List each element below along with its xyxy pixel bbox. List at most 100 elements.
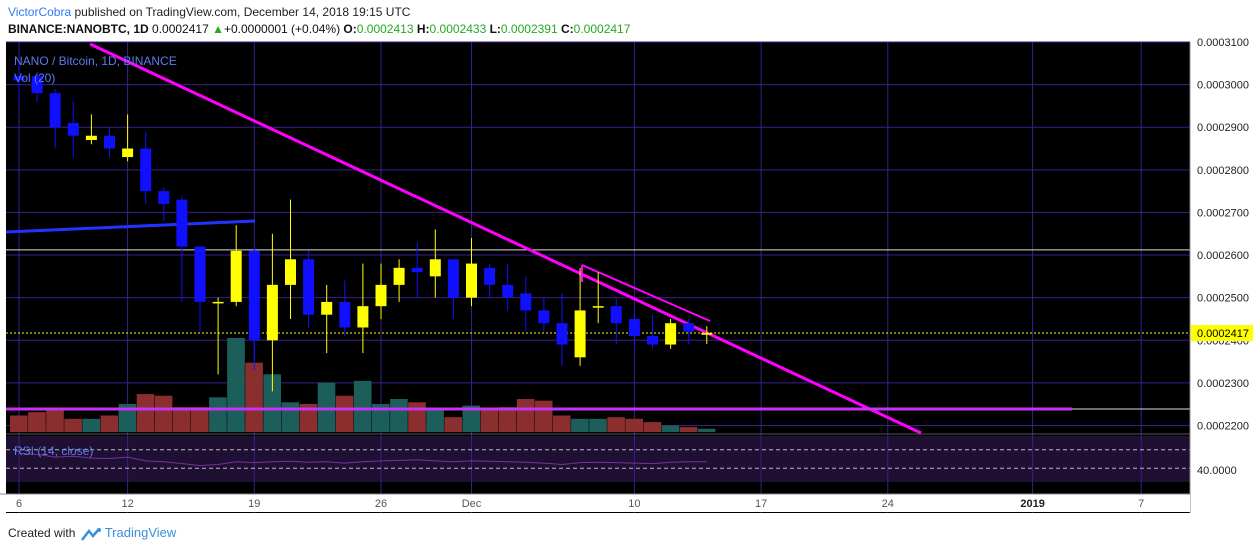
- price-tick-label: 0.0002500: [1197, 293, 1249, 305]
- candle-body: [447, 259, 459, 298]
- time-tick-label: 17: [755, 498, 767, 510]
- volume-bar: [480, 408, 499, 432]
- time-tick-label: 12: [121, 498, 133, 510]
- candle-body: [520, 293, 532, 311]
- candle-body: [357, 306, 369, 328]
- candle-body: [556, 323, 568, 345]
- time-tick-label: 26: [375, 498, 387, 510]
- symbol-info: BINANCE:NANOBTC, 1D 0.0002417 ▲+0.000000…: [8, 22, 630, 36]
- candle-body: [592, 306, 604, 308]
- legend-volume: Vol (20): [14, 71, 55, 85]
- candle-body: [321, 301, 333, 315]
- time-tick-label: 10: [628, 498, 640, 510]
- candle-body: [49, 93, 61, 128]
- volume-bar: [299, 403, 318, 432]
- candle-body: [140, 148, 152, 192]
- grid: [6, 41, 1190, 513]
- price-axis-bg: [1190, 42, 1260, 513]
- candle-body: [285, 259, 296, 285]
- volume-bar: [498, 407, 517, 432]
- current-price-tag: [1191, 325, 1253, 342]
- footer: Created with TradingView: [8, 525, 176, 541]
- price-tick-label: 0.0002700: [1197, 207, 1249, 219]
- volume-bar: [534, 400, 553, 432]
- rsi-pane: [6, 449, 1190, 469]
- candle-body: [538, 310, 550, 324]
- volume-bar: [64, 418, 82, 432]
- current-price-label: 0.0002417: [1197, 328, 1249, 340]
- open-value: 0.0002413: [356, 22, 414, 36]
- candle-body: [375, 284, 387, 307]
- volume-bar: [191, 407, 209, 432]
- candle-body: [248, 250, 260, 341]
- wedge-upper-line: [581, 264, 711, 322]
- time-axis-bg: [0, 494, 1190, 512]
- candle-body: [574, 310, 586, 358]
- time-tick-label: 7: [1138, 498, 1144, 510]
- close-value: 0.0002417: [573, 22, 631, 36]
- author-link[interactable]: VictorCobra: [8, 5, 72, 19]
- rsi-band: [6, 436, 1190, 482]
- candle-body: [665, 323, 677, 345]
- price-tick-label: 0.0003100: [1197, 37, 1249, 49]
- volume-bar: [462, 405, 481, 432]
- rsi-axis-label: 40.0000: [1197, 465, 1237, 477]
- volume-bar: [390, 399, 408, 432]
- volume-bar: [100, 415, 119, 432]
- volume-bar: [679, 427, 698, 432]
- price-tick-label: 0.0002300: [1197, 378, 1249, 390]
- volume-bar: [28, 412, 46, 432]
- price-tick-label: 0.0002200: [1197, 420, 1249, 432]
- candle-body: [502, 284, 514, 298]
- candle-body: [67, 122, 79, 136]
- main-downtrend-line: [89, 42, 922, 435]
- volume-bar: [335, 395, 354, 432]
- volume-bar: [245, 362, 263, 432]
- volume-bar: [553, 415, 571, 432]
- candle-body: [484, 267, 496, 285]
- candle-body: [230, 250, 242, 302]
- tradingview-logo-icon: [80, 527, 101, 541]
- symbol-name: BINANCE:NANOBTC, 1D: [8, 22, 149, 36]
- volume-bar: [227, 337, 245, 432]
- volume-bar: [136, 394, 155, 432]
- price-tick-label: 0.0002800: [1197, 165, 1249, 177]
- created-with-text: Created with: [8, 526, 76, 540]
- volume-bar: [516, 399, 535, 432]
- volume-bar: [444, 417, 462, 432]
- candle-body: [122, 148, 134, 158]
- price-tick-label: 0.0002900: [1197, 122, 1249, 134]
- legend-rsi: RSI (14, close): [14, 444, 93, 458]
- volume-bar: [154, 395, 173, 432]
- price-axis: 0.00022000.00023000.00024000.00025000.00…: [1189, 37, 1260, 513]
- candle-body: [647, 336, 658, 345]
- candle-body: [628, 318, 640, 336]
- candle-body: [339, 301, 351, 328]
- volume-bar: [426, 408, 444, 432]
- volume-bar: [372, 403, 390, 432]
- candle-body: [176, 199, 188, 247]
- volume-bar: [317, 382, 336, 432]
- candle-body: [31, 76, 43, 94]
- volume-bar: [118, 403, 137, 432]
- last-price: 0.0002417: [152, 22, 209, 36]
- volume-bar: [46, 408, 64, 432]
- price-tick-label: 0.0003000: [1197, 80, 1249, 92]
- time-tick-label: 24: [882, 498, 894, 510]
- volume-bar: [625, 418, 643, 432]
- publish-text: published on TradingView.com, December 1…: [74, 5, 411, 19]
- candle-body: [393, 267, 405, 285]
- volume-bar: [571, 418, 589, 432]
- candle-body: [466, 263, 477, 298]
- volume-bar: [589, 418, 607, 432]
- candle-body: [701, 333, 713, 335]
- tradingview-brand[interactable]: TradingView: [104, 525, 177, 540]
- high-value: 0.0002433: [429, 22, 487, 36]
- candle-body: [158, 191, 170, 204]
- high-label: H:: [416, 22, 430, 36]
- time-tick-label: 6: [16, 498, 22, 510]
- volume-bar: [353, 380, 372, 432]
- time-tick-label: Dec: [462, 498, 482, 510]
- candlestick-chart[interactable]: 0.00022000.00023000.00024000.00025000.00…: [0, 0, 1260, 520]
- open-label: O:: [343, 22, 357, 36]
